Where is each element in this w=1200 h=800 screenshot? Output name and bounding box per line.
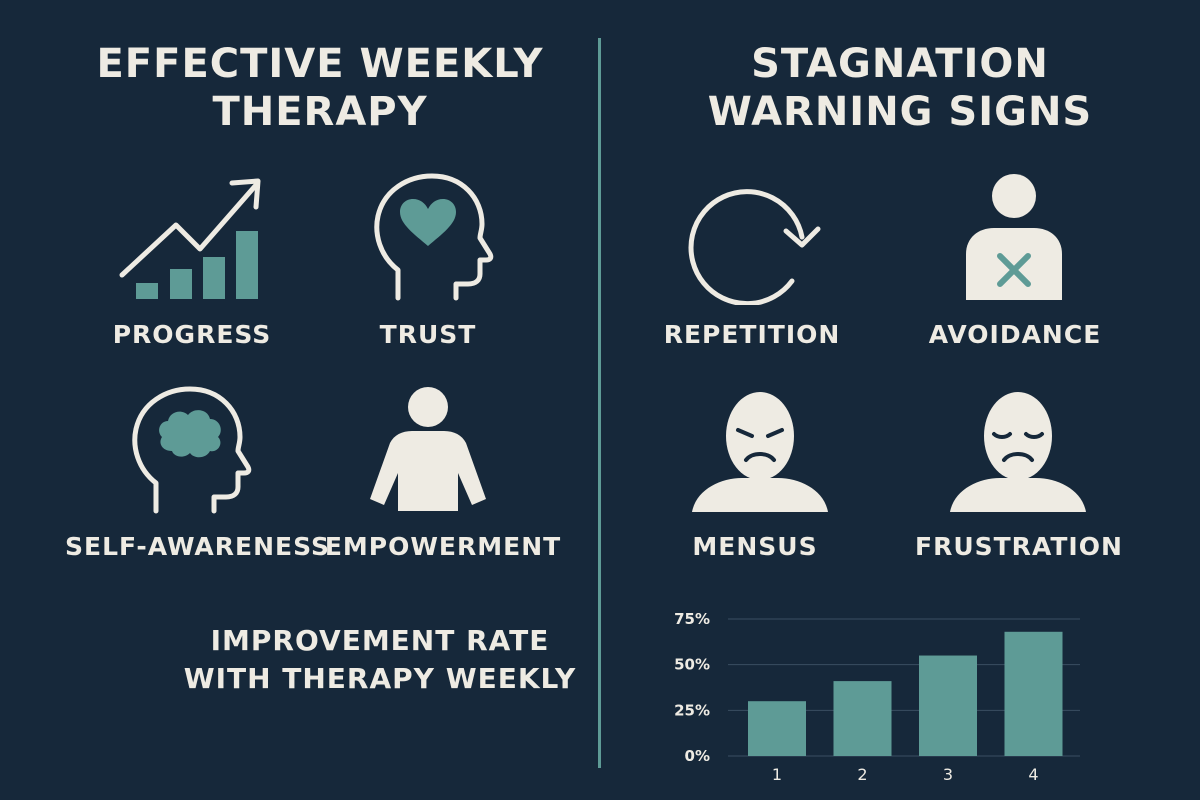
x-tick-label: 3 bbox=[943, 765, 953, 784]
panel-divider bbox=[598, 38, 601, 768]
x-tick-label: 2 bbox=[857, 765, 867, 784]
empowerment-label: EMPOWERMENT bbox=[324, 532, 562, 561]
sad-face-icon bbox=[948, 390, 1088, 515]
y-tick-label: 25% bbox=[674, 701, 710, 719]
mensus-label: MENSUS bbox=[692, 532, 818, 561]
person-icon bbox=[368, 385, 488, 515]
trust-label: TRUST bbox=[379, 320, 477, 349]
improvement-bar-chart: 0% 25% 50% 75% 1 2 3 4 bbox=[674, 610, 1080, 784]
x-tick-label: 1 bbox=[772, 765, 782, 784]
bar bbox=[833, 681, 892, 756]
avoidance-label: AVOIDANCE bbox=[928, 320, 1102, 349]
person-x-icon bbox=[962, 172, 1067, 302]
bar bbox=[919, 655, 977, 756]
angry-face-icon bbox=[690, 390, 830, 515]
effective-therapy-title: EFFECTIVE WEEKLY THERAPY bbox=[60, 40, 580, 136]
progress-label: PROGRESS bbox=[112, 320, 272, 349]
growth-chart-icon bbox=[118, 175, 268, 305]
title-line: THERAPY bbox=[212, 89, 428, 135]
x-tick-label: 4 bbox=[1028, 765, 1038, 784]
y-tick-label: 75% bbox=[674, 610, 710, 628]
title-line: EFFECTIVE WEEKLY bbox=[96, 41, 544, 87]
frustration-label: FRUSTRATION bbox=[915, 532, 1123, 561]
head-brain-icon bbox=[128, 385, 253, 515]
y-tick-label: 0% bbox=[685, 747, 710, 765]
circular-arrow-icon bbox=[688, 185, 828, 305]
caption-line: IMPROVEMENT RATE bbox=[210, 624, 550, 657]
head-heart-icon bbox=[370, 172, 495, 302]
self-awareness-label: SELF-AWARENESS bbox=[65, 532, 330, 561]
y-tick-label: 50% bbox=[674, 656, 710, 674]
title-line: STAGNATION bbox=[751, 41, 1049, 87]
repetition-label: REPETITION bbox=[663, 320, 841, 349]
bar bbox=[748, 701, 806, 756]
title-line: WARNING SIGNS bbox=[707, 89, 1093, 135]
bar bbox=[1004, 631, 1063, 756]
improvement-caption: IMPROVEMENT RATE WITH THERAPY WEEKLY bbox=[180, 622, 580, 698]
caption-line: WITH THERAPY WEEKLY bbox=[183, 662, 577, 695]
stagnation-title: STAGNATION WARNING SIGNS bbox=[630, 40, 1170, 136]
